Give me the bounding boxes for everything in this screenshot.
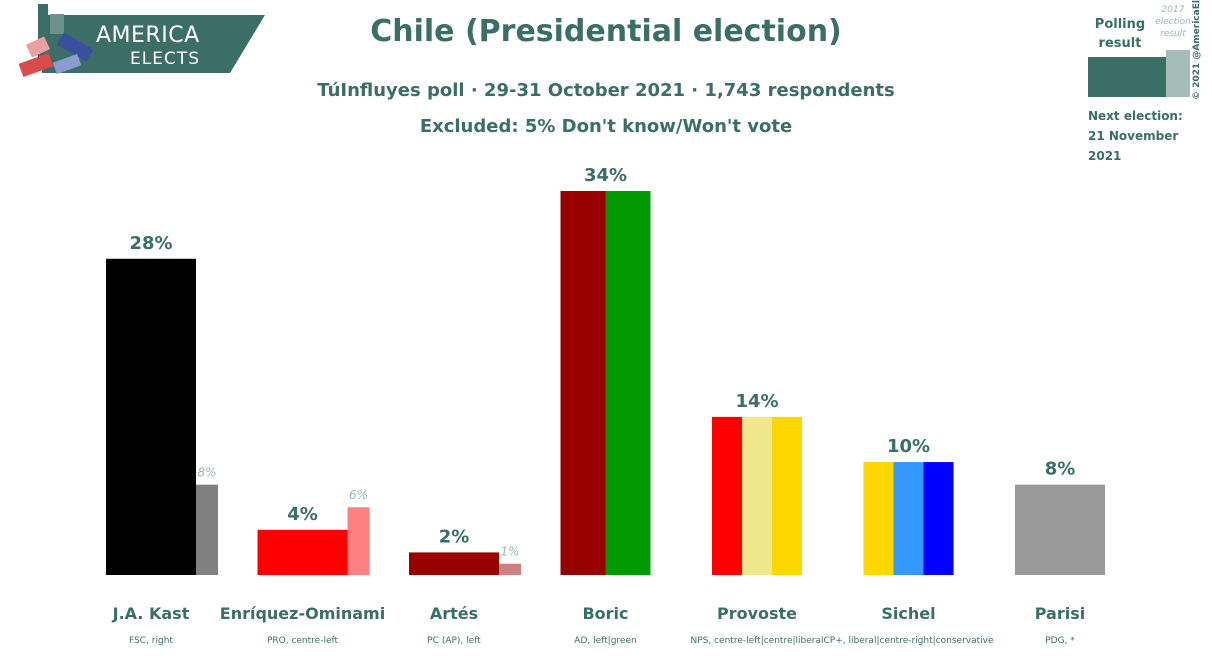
value-label-6: 8% [1045, 459, 1076, 480]
party-label-4: NPS, centre-left|centre|liberal [691, 636, 824, 646]
logo-sub: ELECTS [130, 49, 200, 69]
legend-polling-label: Polling result [1090, 15, 1150, 53]
party-label-1: PRO, centre-left [267, 636, 339, 646]
chart-excluded-note: Excluded: 5% Don't know/Won't vote [419, 116, 793, 137]
category-label-2: Artés [430, 604, 478, 623]
bar-2-stripe-0 [409, 552, 499, 575]
america-elects-logo: AMERICA ELECTS [18, 4, 265, 78]
prev-value-label-0: 8% [197, 466, 216, 480]
prev-value-label-1: 6% [349, 488, 368, 502]
category-label-6: Parisi [1035, 604, 1085, 623]
chart-subtitle: TúInfluyes poll · 29-31 October 2021 · 1… [317, 80, 895, 101]
legend-prev-line1: 2017 [1161, 5, 1185, 15]
value-label-5: 10% [887, 436, 930, 457]
bar-3-stripe-1 [605, 191, 651, 575]
legend-prev-line2: election [1155, 17, 1191, 27]
bar-5-stripe-0 [863, 462, 894, 575]
legend-polling-line1: Polling [1094, 17, 1146, 32]
prev-bar-2 [499, 563, 521, 575]
bar-4-stripe-1 [742, 416, 773, 575]
category-label-0: J.A. Kast [112, 604, 190, 623]
bar-5-stripe-1 [893, 462, 924, 575]
bar-4-stripe-2 [772, 416, 802, 575]
value-label-4: 14% [735, 391, 778, 412]
legend-prev-swatch [1166, 50, 1190, 97]
bar-0-stripe-0 [106, 258, 196, 575]
prev-value-label-2: 1% [500, 545, 519, 559]
value-label-2: 2% [439, 526, 470, 547]
value-label-1: 4% [287, 504, 318, 525]
bar-5-stripe-2 [923, 462, 954, 575]
logo-name: AMERICA [96, 23, 200, 48]
party-label-6: PDG, * [1045, 636, 1075, 646]
value-label-0: 28% [129, 233, 172, 254]
prev-bar-0 [196, 484, 218, 575]
bar-6-stripe-0 [1015, 484, 1105, 575]
category-label-3: Boric [582, 604, 628, 623]
next-election-label: Next election: [1088, 109, 1183, 123]
bar-1-stripe-0 [257, 529, 348, 575]
bar-4-stripe-0 [712, 416, 743, 575]
party-label-2: PC (AP), left [427, 636, 481, 646]
prev-bar-1 [347, 507, 370, 575]
party-label-5: CP+, liberal|centre-right|conservative [824, 636, 994, 646]
category-label-4: Provoste [717, 604, 797, 623]
next-election-info: Next election: 21 November 2021 [1088, 106, 1212, 166]
value-label-3: 34% [584, 165, 627, 186]
legend-polling-swatch [1088, 57, 1168, 97]
category-label-5: Sichel [881, 604, 935, 623]
next-election-date: 21 November 2021 [1088, 129, 1179, 163]
bar-3-stripe-0 [560, 191, 606, 575]
legend-graphic [1088, 50, 1190, 97]
party-label-0: FSC, right [129, 636, 173, 646]
legend-prev-label: 2017 election result [1150, 4, 1196, 40]
legend-prev-line3: result [1160, 29, 1186, 39]
category-label-1: Enríquez-Ominami [220, 604, 385, 623]
party-label-3: AD, left|green [574, 636, 636, 646]
chart-title: Chile (Presidential election) [370, 14, 842, 49]
legend-polling-line2: result [1098, 36, 1142, 51]
